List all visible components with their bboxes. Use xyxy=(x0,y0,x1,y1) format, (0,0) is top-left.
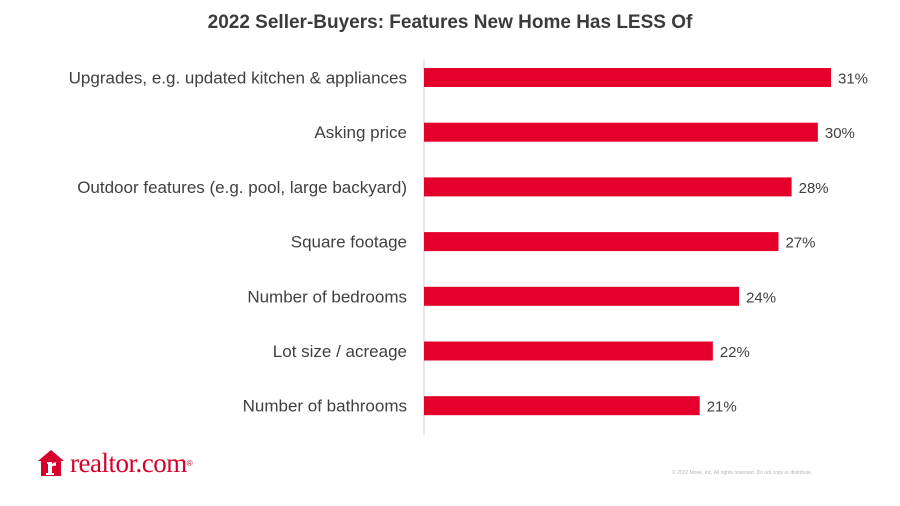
logo-wordmark: realtor.com xyxy=(70,447,187,478)
category-label: Outdoor features (e.g. pool, large backy… xyxy=(77,178,407,197)
category-label: Asking price xyxy=(314,123,407,142)
bar xyxy=(424,396,700,416)
bar xyxy=(424,177,792,197)
bar xyxy=(424,232,779,252)
category-label: Lot size / acreage xyxy=(273,342,407,361)
chart-title: 2022 Seller-Buyers: Features New Home Ha… xyxy=(207,12,693,33)
registered-mark: ® xyxy=(186,458,193,468)
category-label: Number of bathrooms xyxy=(243,397,407,416)
data-label: 27% xyxy=(785,235,815,252)
data-label: 21% xyxy=(707,399,737,416)
data-label: 30% xyxy=(825,125,855,142)
bar xyxy=(424,286,740,306)
data-label: 24% xyxy=(746,289,776,306)
category-label: Upgrades, e.g. updated kitchen & applian… xyxy=(69,69,407,88)
bar xyxy=(424,122,818,142)
bar xyxy=(424,341,713,361)
category-label: Square footage xyxy=(291,233,407,252)
data-label: 28% xyxy=(799,180,829,197)
house-r-icon xyxy=(38,450,64,476)
bar xyxy=(424,68,831,87)
data-label: 22% xyxy=(720,344,750,361)
data-label: 31% xyxy=(838,71,868,88)
copyright-notice: © 2022 Move, Inc. All rights reserved. D… xyxy=(672,470,813,476)
realtor-logo: realtor.com ® xyxy=(36,445,193,481)
category-label: Number of bedrooms xyxy=(247,287,407,306)
